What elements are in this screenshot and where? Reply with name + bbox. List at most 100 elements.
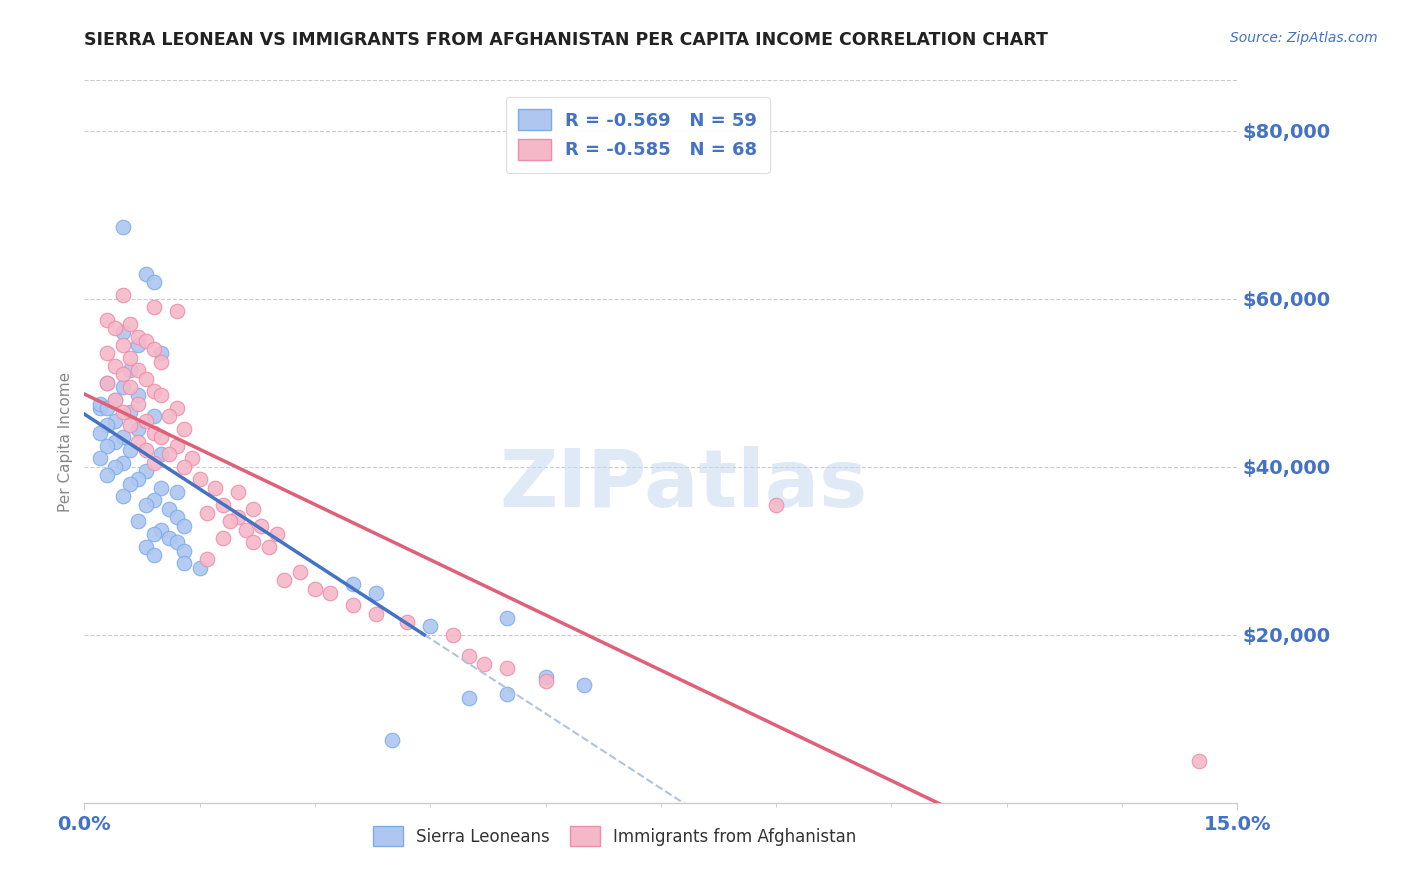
Point bbox=[534, 670, 557, 684]
Point bbox=[211, 498, 233, 512]
Point bbox=[572, 678, 595, 692]
Point bbox=[111, 338, 134, 352]
Point bbox=[96, 376, 118, 390]
Point bbox=[496, 661, 519, 675]
Point bbox=[89, 397, 111, 411]
Point bbox=[96, 312, 118, 326]
Point bbox=[226, 510, 249, 524]
Y-axis label: Per Capita Income: Per Capita Income bbox=[58, 371, 73, 512]
Point bbox=[366, 607, 388, 621]
Point bbox=[142, 527, 165, 541]
Point bbox=[96, 401, 118, 415]
Point bbox=[496, 687, 519, 701]
Point bbox=[135, 464, 157, 478]
Point bbox=[166, 401, 188, 415]
Point bbox=[534, 673, 557, 688]
Point bbox=[104, 392, 127, 407]
Text: Source: ZipAtlas.com: Source: ZipAtlas.com bbox=[1230, 31, 1378, 45]
Point bbox=[457, 690, 479, 705]
Text: SIERRA LEONEAN VS IMMIGRANTS FROM AFGHANISTAN PER CAPITA INCOME CORRELATION CHAR: SIERRA LEONEAN VS IMMIGRANTS FROM AFGHAN… bbox=[84, 31, 1049, 49]
Point bbox=[457, 648, 479, 663]
Point bbox=[157, 501, 180, 516]
Point bbox=[135, 442, 157, 457]
Point bbox=[135, 267, 157, 281]
Point bbox=[120, 405, 142, 419]
Point bbox=[257, 540, 280, 554]
Point bbox=[273, 573, 295, 587]
Point bbox=[195, 552, 218, 566]
Point bbox=[173, 557, 195, 571]
Point bbox=[127, 422, 149, 436]
Point bbox=[120, 380, 142, 394]
Point bbox=[188, 560, 211, 574]
Point bbox=[111, 380, 134, 394]
Point bbox=[242, 501, 264, 516]
Point bbox=[181, 451, 204, 466]
Point bbox=[319, 586, 342, 600]
Point bbox=[150, 355, 173, 369]
Point bbox=[104, 321, 127, 335]
Point bbox=[142, 275, 165, 289]
Point bbox=[120, 363, 142, 377]
Point bbox=[173, 459, 195, 474]
Point bbox=[226, 485, 249, 500]
Point bbox=[441, 628, 464, 642]
Point bbox=[96, 376, 118, 390]
Point bbox=[166, 535, 188, 549]
Point bbox=[472, 657, 495, 672]
Point bbox=[142, 493, 165, 508]
Point bbox=[120, 351, 142, 365]
Point bbox=[111, 287, 134, 301]
Point bbox=[157, 447, 180, 461]
Point bbox=[304, 582, 326, 596]
Point bbox=[150, 388, 173, 402]
Point bbox=[135, 413, 157, 427]
Point bbox=[127, 329, 149, 343]
Point bbox=[150, 481, 173, 495]
Point bbox=[157, 531, 180, 545]
Point bbox=[89, 401, 111, 415]
Point bbox=[111, 326, 134, 340]
Point bbox=[219, 514, 242, 528]
Point bbox=[127, 514, 149, 528]
Point bbox=[765, 498, 787, 512]
Point bbox=[173, 543, 195, 558]
Point bbox=[127, 434, 149, 449]
Text: ZIPatlas: ZIPatlas bbox=[499, 446, 868, 524]
Point bbox=[142, 342, 165, 356]
Point bbox=[150, 447, 173, 461]
Point bbox=[135, 498, 157, 512]
Point bbox=[496, 611, 519, 625]
Point bbox=[111, 220, 134, 235]
Legend: Sierra Leoneans, Immigrants from Afghanistan: Sierra Leoneans, Immigrants from Afghani… bbox=[366, 820, 863, 852]
Point bbox=[235, 523, 257, 537]
Point bbox=[211, 531, 233, 545]
Point bbox=[142, 409, 165, 424]
Point bbox=[127, 397, 149, 411]
Point bbox=[104, 413, 127, 427]
Point bbox=[142, 384, 165, 398]
Point bbox=[1188, 754, 1211, 768]
Point bbox=[104, 392, 127, 407]
Point bbox=[381, 732, 404, 747]
Point bbox=[142, 426, 165, 441]
Point bbox=[127, 388, 149, 402]
Point bbox=[120, 476, 142, 491]
Point bbox=[166, 439, 188, 453]
Point bbox=[111, 368, 134, 382]
Point bbox=[150, 523, 173, 537]
Point bbox=[135, 334, 157, 348]
Point bbox=[96, 417, 118, 432]
Point bbox=[166, 485, 188, 500]
Point bbox=[111, 430, 134, 444]
Point bbox=[120, 317, 142, 331]
Point bbox=[89, 451, 111, 466]
Point bbox=[173, 422, 195, 436]
Point bbox=[96, 468, 118, 483]
Point bbox=[166, 304, 188, 318]
Point bbox=[120, 442, 142, 457]
Point bbox=[419, 619, 441, 633]
Point bbox=[96, 439, 118, 453]
Point bbox=[266, 527, 288, 541]
Point bbox=[396, 615, 419, 630]
